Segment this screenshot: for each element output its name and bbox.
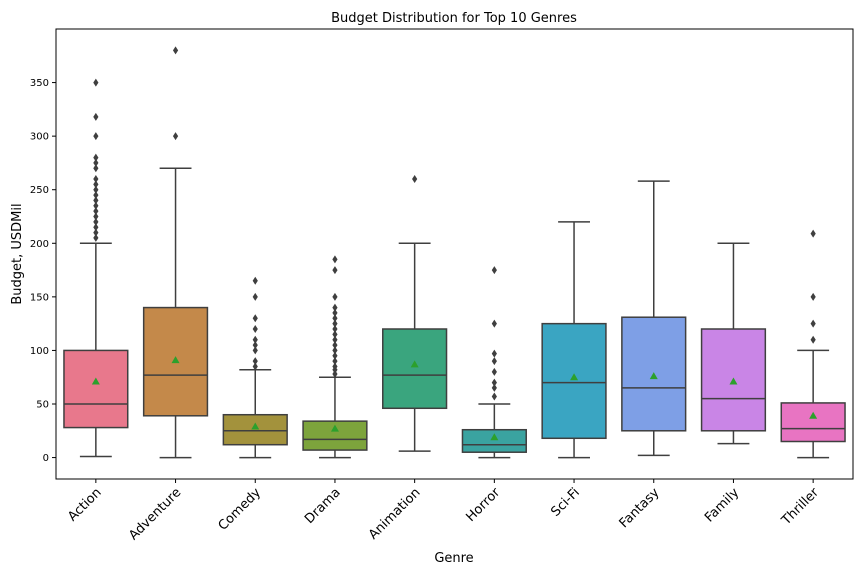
x-tick-label: Family (702, 485, 742, 525)
mean-marker (410, 360, 419, 368)
outlier-point (332, 255, 338, 264)
outlier-point (93, 223, 99, 232)
outlier-point (93, 158, 99, 167)
outlier-point (93, 233, 99, 242)
mean-marker (649, 372, 658, 380)
outlier-point (332, 335, 338, 344)
outlier-point (332, 351, 338, 360)
outlier-point (252, 292, 258, 301)
y-tick-label: 50 (36, 400, 49, 411)
outlier-point (810, 229, 816, 238)
chart-title: Budget Distribution for Top 10 Genres (331, 11, 577, 26)
y-tick-label: 150 (30, 292, 49, 303)
outlier-point (332, 341, 338, 350)
box-horror (461, 428, 527, 453)
outlier-point (252, 325, 258, 333)
outlier-point (252, 314, 258, 323)
x-tick-label: Thriller (778, 485, 822, 529)
outlier-point (252, 346, 258, 355)
mean-marker (330, 424, 339, 432)
outlier-point (332, 292, 338, 301)
outlier-point (93, 164, 99, 173)
outlier-point (93, 112, 99, 121)
outlier-point (491, 349, 497, 358)
mean-marker (251, 422, 260, 430)
outlier-point (93, 212, 99, 221)
outlier-point (332, 319, 338, 328)
box-thriller (780, 402, 846, 443)
outlier-point (491, 357, 497, 366)
x-tick-label: Sci-Fi (548, 485, 583, 520)
outlier-point (172, 46, 179, 55)
outlier-point (332, 308, 338, 317)
outlier-point (93, 191, 99, 200)
x-axis-label: Genre (434, 551, 473, 566)
outlier-point (412, 175, 418, 183)
outlier-point (810, 292, 816, 301)
outlier-point (810, 319, 816, 328)
y-tick-label: 350 (30, 78, 49, 89)
outlier-point (93, 228, 99, 237)
y-tick-label: 200 (30, 239, 49, 250)
outlier-point (332, 357, 338, 366)
y-axis-label: Budget, USDMil (10, 203, 25, 304)
outlier-point (93, 201, 99, 210)
outlier-point (491, 319, 497, 328)
outlier-point (252, 341, 258, 350)
y-tick-label: 0 (43, 453, 49, 464)
outlier-point (332, 370, 338, 378)
outlier-point (93, 196, 99, 205)
y-tick-label: 300 (30, 132, 49, 143)
mean-marker (809, 411, 818, 419)
mean-marker (171, 356, 180, 364)
outlier-point (93, 180, 99, 189)
x-tick-label: Fantasy (617, 485, 663, 531)
mean-marker (91, 377, 100, 385)
outlier-point (810, 335, 816, 344)
outlier-point (93, 132, 99, 141)
outlier-point (332, 362, 338, 371)
x-tick-label: Horror (463, 485, 503, 525)
outlier-point (252, 362, 258, 371)
y-tick-label: 250 (30, 185, 49, 196)
outlier-point (93, 217, 99, 226)
mean-marker (570, 373, 579, 381)
outlier-point (172, 132, 179, 141)
box-action (63, 349, 129, 429)
box-comedy (222, 413, 288, 446)
box-animation (382, 328, 448, 410)
x-tick-label: Adventure (126, 485, 184, 543)
mean-marker (490, 433, 499, 441)
box-sci-fi (541, 322, 607, 440)
outlier-point (93, 207, 99, 216)
outlier-point (491, 266, 497, 275)
outlier-point (332, 325, 338, 333)
outlier-point (252, 276, 258, 285)
outlier-point (93, 175, 99, 183)
axes-frame (55, 28, 854, 480)
outlier-point (332, 330, 338, 339)
plot-area: 0 50 100 150 200 250 300 350 Action Adventure Come… (30, 28, 854, 543)
outlier-point (93, 153, 99, 162)
x-tick-label: Action (65, 485, 104, 524)
x-tick-label: Comedy (216, 485, 265, 534)
outlier-point (252, 335, 258, 344)
outlier-point (491, 383, 497, 392)
outlier-point (491, 392, 497, 401)
outlier-point (491, 378, 497, 387)
outlier-point (332, 314, 338, 323)
outlier-point (93, 185, 99, 194)
outlier-point (252, 357, 258, 366)
outlier-point (93, 78, 99, 87)
y-tick-label: 100 (30, 346, 49, 357)
outlier-point (332, 266, 338, 275)
x-tick-label: Drama (302, 485, 344, 527)
mean-marker (729, 377, 738, 385)
outlier-point (332, 303, 338, 312)
outlier-point (491, 367, 497, 376)
x-tick-label: Animation (366, 485, 423, 542)
outlier-point (332, 346, 338, 355)
